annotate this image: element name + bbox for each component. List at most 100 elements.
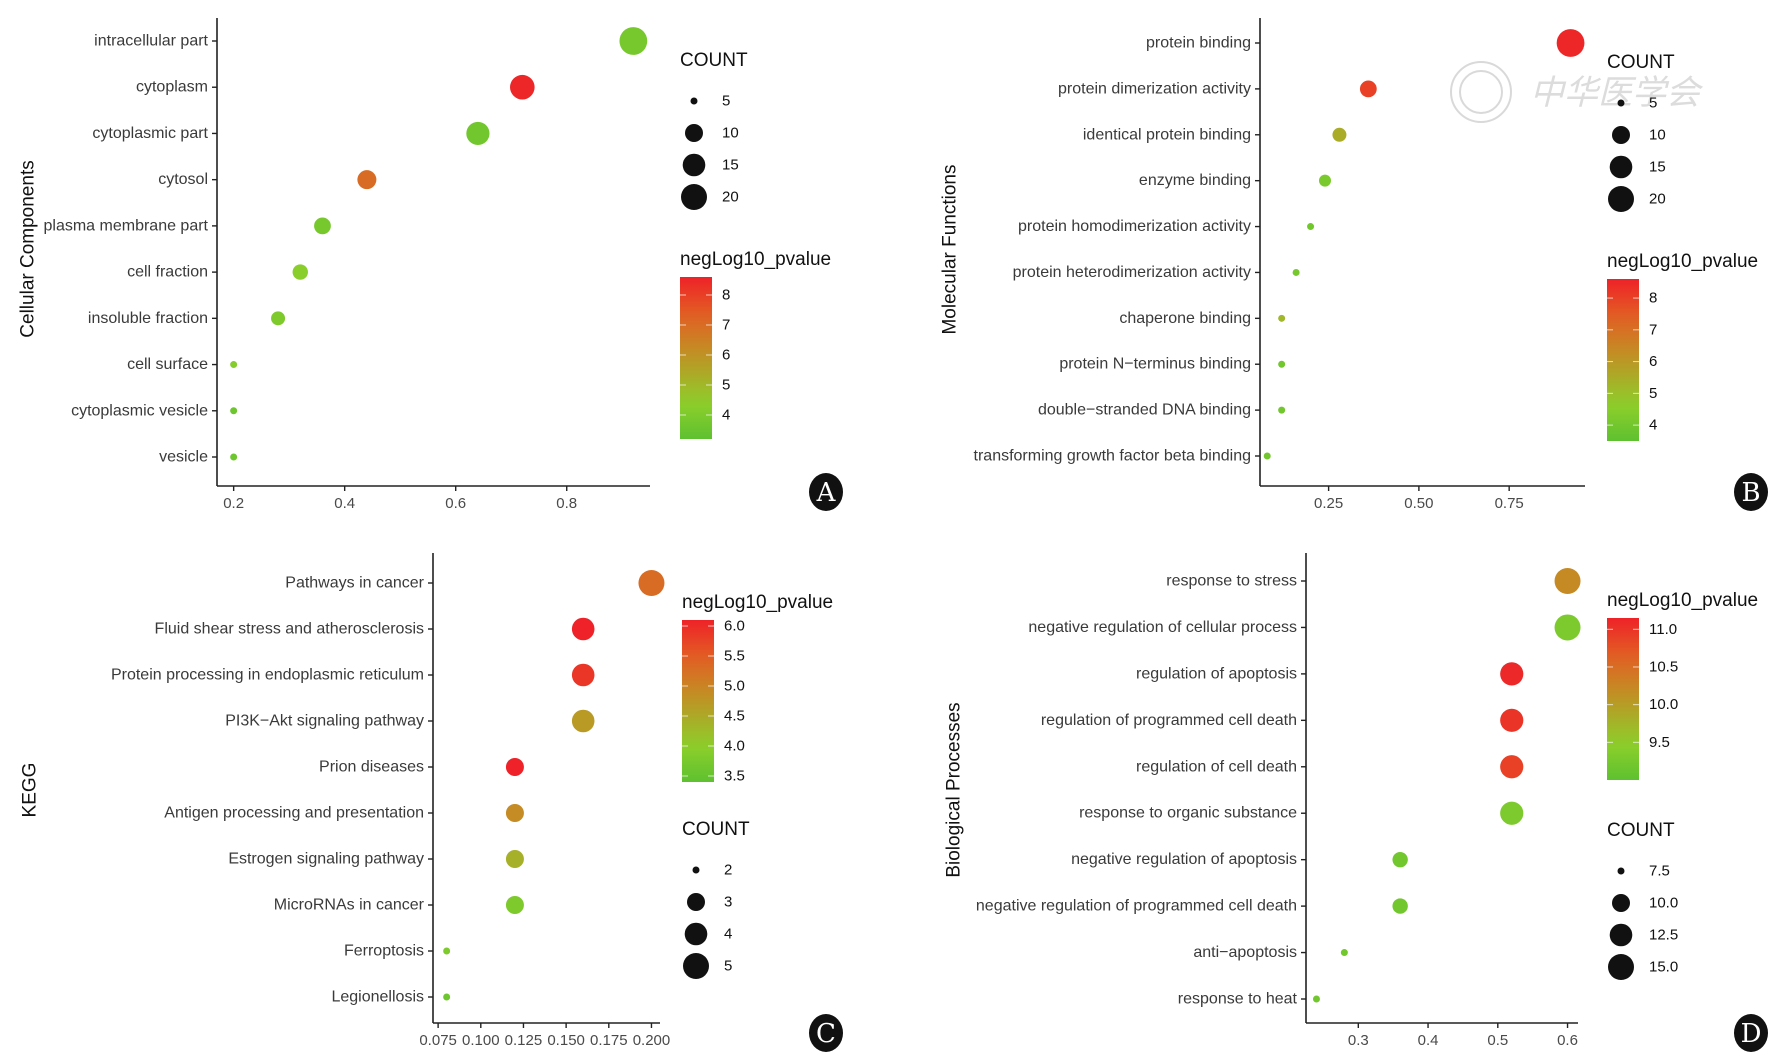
y-tick-label: cytoplasmic part xyxy=(92,125,208,142)
panel-d: Biological Processes response to stress ne… xyxy=(944,553,1768,1052)
x-tick-label: 0.3 xyxy=(1348,1032,1369,1049)
y-tick-label: Prion diseases xyxy=(319,759,424,776)
color-legend-title: negLog10_pvalue xyxy=(682,592,833,613)
size-legend-key xyxy=(1609,155,1633,179)
data-point xyxy=(1500,801,1524,825)
data-point xyxy=(443,993,451,1001)
data-point xyxy=(271,311,286,326)
colorbar-tick-label: 10.0 xyxy=(1649,696,1678,713)
x-tick-label: 0.75 xyxy=(1495,495,1524,512)
size-legend-key xyxy=(687,893,705,911)
y-tick-label: response to organic substance xyxy=(1079,805,1297,822)
x-tick-label: 0.8 xyxy=(556,495,577,512)
panel-letter-badge xyxy=(1734,473,1768,511)
size-legend-label: 5 xyxy=(724,958,732,975)
x-tick-label: 0.150 xyxy=(547,1032,585,1049)
size-legend-label: 15 xyxy=(722,157,739,174)
y-tick-label: protein heterodimerization activity xyxy=(1013,264,1251,281)
colorbar-tick-label: 11.0 xyxy=(1649,621,1677,638)
size-legend-label: 2 xyxy=(724,862,732,879)
data-point xyxy=(230,407,238,415)
panel-letter: C xyxy=(816,1019,836,1049)
watermark-text: 中华医学会 xyxy=(1530,73,1704,113)
colorbar-tick-label: 4.5 xyxy=(724,708,745,725)
size-legend-key xyxy=(1608,186,1634,212)
data-point xyxy=(571,617,595,641)
y-tick-label: vesicle xyxy=(159,449,208,466)
y-tick-label: enzyme binding xyxy=(1139,172,1251,189)
panel-letter-badge xyxy=(1734,1014,1768,1052)
panel-c: KEGG Pathways in cancer Fluid shear stress… xyxy=(20,553,843,1052)
y-tick-label: regulation of cell death xyxy=(1136,758,1297,775)
size-legend-label: 20 xyxy=(1649,191,1666,208)
data-point xyxy=(314,217,331,235)
y-tick-label: PI3K−Akt signaling pathway xyxy=(225,713,424,730)
panel-a: Cellular Components intracellular part cyt… xyxy=(18,18,843,512)
y-tick-label: Legionellosis xyxy=(331,989,424,1006)
x-tick-label: 0.4 xyxy=(1418,1032,1439,1049)
colorbar-tick-label: 8 xyxy=(1649,290,1657,307)
colorbar-tick-label: 7 xyxy=(722,317,730,334)
x-tick-label: 0.25 xyxy=(1314,495,1343,512)
y-tick-label: MicroRNAs in cancer xyxy=(274,897,425,914)
y-tick-label: regulation of programmed cell death xyxy=(1041,712,1297,729)
y-tick-label: Fluid shear stress and atherosclerosis xyxy=(155,621,424,638)
size-legend-label: 10 xyxy=(1649,127,1666,144)
data-point xyxy=(466,121,490,146)
size-legend-key xyxy=(1617,867,1625,875)
size-legend-label: 5 xyxy=(1649,95,1657,112)
size-legend-key xyxy=(1617,99,1625,107)
data-point xyxy=(1319,174,1331,187)
x-tick-label: 0.125 xyxy=(505,1032,543,1049)
data-point xyxy=(292,264,308,280)
x-tick-label: 0.6 xyxy=(445,495,466,512)
y-tick-label: identical protein binding xyxy=(1083,126,1251,143)
data-point xyxy=(1312,995,1320,1003)
y-tick-label: response to heat xyxy=(1178,991,1298,1008)
data-point xyxy=(1307,223,1315,231)
y-tick-label: transforming growth factor beta binding xyxy=(974,448,1251,465)
colorbar xyxy=(682,620,714,782)
size-legend-label: 5 xyxy=(722,93,730,110)
x-tick-label: 0.4 xyxy=(334,495,355,512)
data-point xyxy=(230,453,238,461)
size-legend-key xyxy=(681,184,707,210)
panel-letter-badge xyxy=(809,1014,843,1052)
y-tick-label: protein binding xyxy=(1146,35,1251,52)
size-legend-key xyxy=(683,953,709,979)
data-point xyxy=(1340,949,1348,957)
x-tick-label: 0.075 xyxy=(419,1032,457,1049)
x-tick-label: 0.6 xyxy=(1557,1032,1578,1049)
color-legend-title: negLog10_pvalue xyxy=(1607,590,1758,611)
colorbar-tick-label: 4 xyxy=(1649,417,1657,434)
data-point xyxy=(510,74,535,100)
y-tick-label: protein homodimerization activity xyxy=(1018,218,1251,235)
colorbar-tick-label: 5 xyxy=(1649,385,1657,402)
x-tick-label: 0.100 xyxy=(462,1032,500,1049)
size-legend-label: 15 xyxy=(1649,159,1666,176)
y-tick-label: cell surface xyxy=(127,356,208,373)
color-legend-title: negLog10_pvalue xyxy=(680,249,831,270)
size-legend-key xyxy=(682,153,706,177)
colorbar xyxy=(1607,279,1639,441)
y-tick-label: cytoplasmic vesicle xyxy=(71,402,208,419)
size-legend-key xyxy=(684,922,708,946)
y-axis-title: Cellular Components xyxy=(18,160,39,337)
y-tick-label: negative regulation of cellular process xyxy=(1028,619,1297,636)
size-legend-key xyxy=(690,97,698,105)
y-tick-label: response to stress xyxy=(1166,573,1297,590)
size-legend-label: 15.0 xyxy=(1649,959,1678,976)
y-axis-title: Biological Processes xyxy=(944,702,965,877)
size-legend-label: 10.0 xyxy=(1649,895,1678,912)
panel-letter: A xyxy=(816,478,837,508)
panel-letter: B xyxy=(1741,478,1760,508)
size-legend-title: COUNT xyxy=(682,819,750,840)
color-legend-title: negLog10_pvalue xyxy=(1607,251,1758,272)
data-point xyxy=(1278,314,1286,322)
data-point xyxy=(230,361,238,369)
size-legend-label: 20 xyxy=(722,189,739,206)
size-legend-key xyxy=(1612,126,1630,144)
data-point xyxy=(571,663,595,687)
data-point xyxy=(1359,80,1377,98)
watermark-seal-inner-icon xyxy=(1459,70,1503,114)
